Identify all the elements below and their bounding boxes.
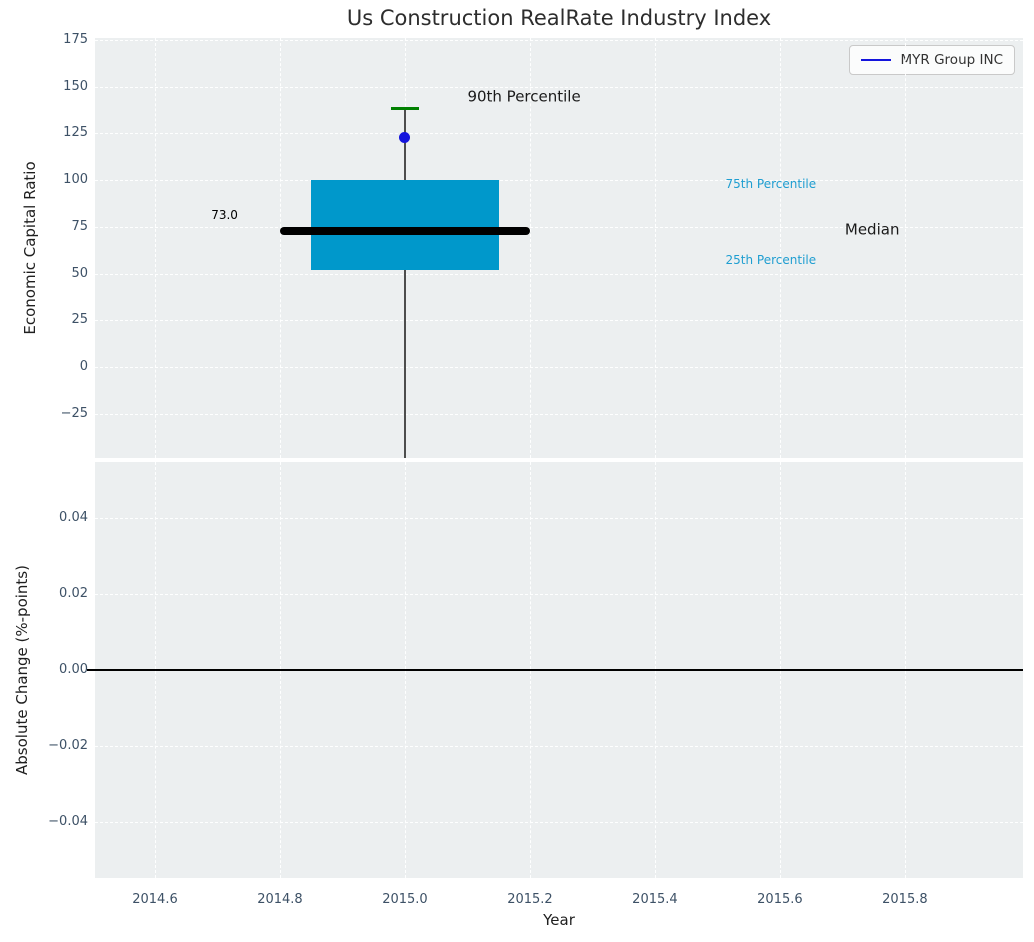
annotation-90th-percentile: 90th Percentile <box>467 87 581 106</box>
vertical-gridline <box>779 38 781 458</box>
annotation-75th-percentile: 75th Percentile <box>725 176 817 191</box>
y-tick-label: 0.02 <box>59 585 88 601</box>
horizontal-gridline <box>95 593 1023 595</box>
y-tick-label: 0.04 <box>59 509 88 525</box>
horizontal-gridline <box>95 517 1023 519</box>
median-line <box>279 226 530 235</box>
y-tick-label: 25 <box>71 312 88 328</box>
x-axis-label: Year <box>543 911 575 929</box>
y-tick-label: 0.00 <box>59 662 88 677</box>
vertical-gridline <box>154 38 156 458</box>
x-tick-label: 2014.8 <box>257 892 303 907</box>
y-tick-label: 175 <box>63 32 88 48</box>
horizontal-gridline <box>95 133 1023 135</box>
y-tick-label: −0.04 <box>48 814 88 830</box>
iqr-box <box>311 180 499 270</box>
annotation-73-0: 73.0 <box>211 208 238 223</box>
annotation-25th-percentile: 25th Percentile <box>725 253 817 268</box>
x-tick-label: 2015.6 <box>757 892 803 907</box>
horizontal-gridline <box>95 746 1023 748</box>
x-tick-label: 2015.0 <box>382 892 428 907</box>
y-tick-label: 150 <box>63 78 88 94</box>
zero-line <box>87 669 1023 671</box>
horizontal-gridline <box>95 273 1023 275</box>
horizontal-gridline <box>95 320 1023 322</box>
x-tick-label: 2014.6 <box>132 892 178 907</box>
x-tick-label: 2015.4 <box>632 892 678 907</box>
vertical-gridline <box>654 38 656 458</box>
y-tick-label: −0.02 <box>48 738 88 754</box>
company-marker <box>399 131 411 143</box>
legend-label: MYR Group INC <box>900 52 1003 68</box>
percentile-90-cap <box>390 106 420 110</box>
whisker-line <box>404 108 406 458</box>
y-tick-label: −25 <box>60 405 88 421</box>
legend: MYR Group INC <box>848 45 1015 75</box>
chart-title: Us Construction RealRate Industry Index <box>346 6 772 30</box>
x-tick-label: 2015.2 <box>507 892 553 907</box>
top-axes: MYR Group INC 90th Percentile 75th Percen… <box>95 38 1023 458</box>
y-tick-label: 0 <box>79 359 88 374</box>
vertical-gridline <box>904 38 906 458</box>
y-tick-label: 100 <box>63 172 88 188</box>
vertical-gridline <box>279 38 281 458</box>
horizontal-gridline <box>95 367 1023 368</box>
y-tick-label: 125 <box>63 125 88 141</box>
y-tick-label: 50 <box>71 265 88 281</box>
horizontal-gridline <box>95 40 1023 42</box>
horizontal-gridline <box>95 413 1023 415</box>
annotation-median: Median <box>844 220 900 239</box>
bottom-axes <box>87 462 1023 878</box>
y-axis-label-top: Economic Capital Ratio <box>21 161 39 335</box>
y-tick-label: 75 <box>71 218 88 234</box>
horizontal-gridline <box>95 822 1023 824</box>
x-tick-label: 2015.8 <box>882 892 928 907</box>
horizontal-gridline <box>95 180 1023 182</box>
legend-line-sample <box>860 59 891 61</box>
